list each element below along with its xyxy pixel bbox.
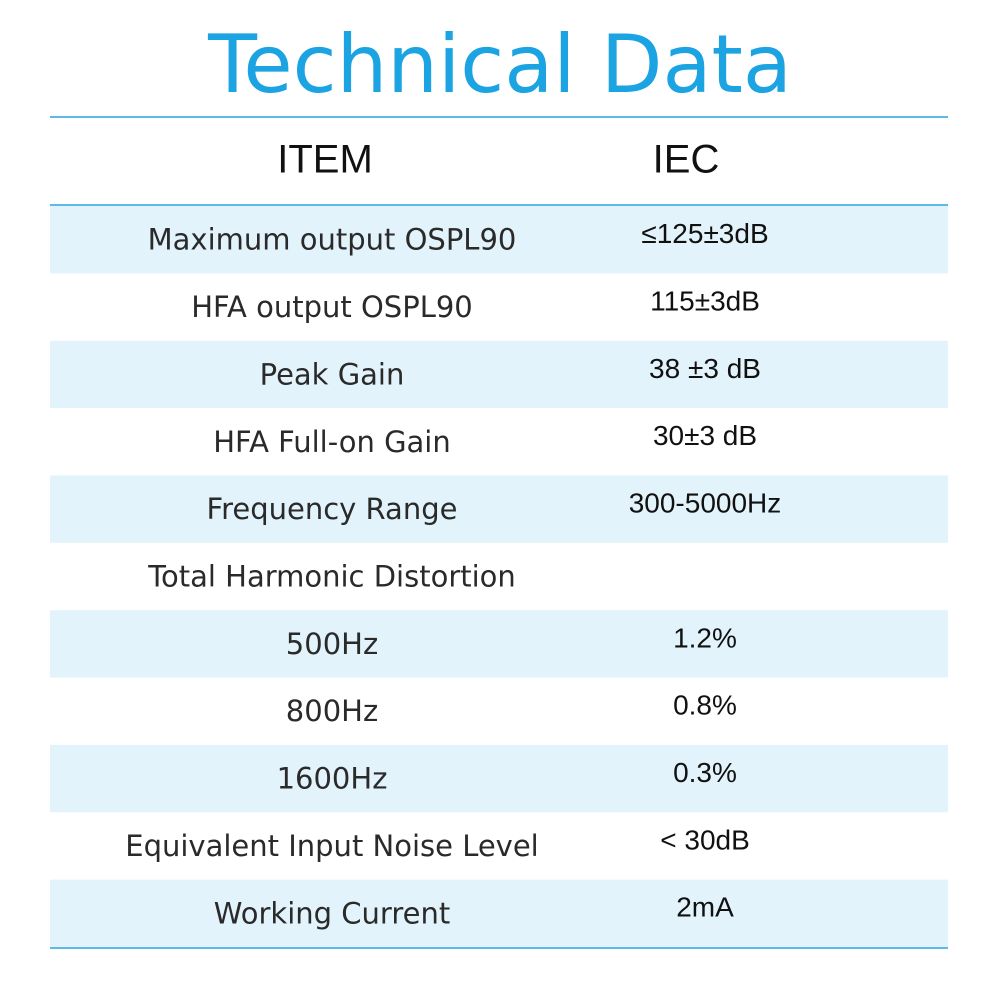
row-shade (50, 475, 948, 543)
header-cell: IEC (653, 138, 720, 182)
value-cell: 30±3 dB (653, 420, 757, 451)
item-cell: 1600Hz (277, 762, 388, 796)
item-cell: HFA Full-on Gain (213, 425, 451, 459)
value-cell: 38 ±3 dB (649, 353, 761, 384)
item-cell: Total Harmonic Distortion (147, 560, 516, 594)
item-cell: Frequency Range (207, 492, 458, 526)
item-cell: HFA output OSPL90 (191, 290, 473, 324)
value-cell: 115±3dB (650, 285, 760, 316)
value-cell: < 30dB (660, 824, 750, 855)
item-cell: Working Current (214, 896, 450, 930)
row-shade (50, 340, 948, 409)
value-cell: 1.2% (673, 622, 737, 653)
value-cell: 300-5000Hz (629, 488, 782, 519)
row-shade (50, 744, 948, 813)
row-shade (50, 610, 948, 678)
value-cell: 0.8% (673, 690, 737, 721)
row-shade (50, 206, 948, 274)
table-body: Maximum output OSPL90 ≤125±3dB HFA output … (50, 206, 948, 947)
value-cell: 0.3% (673, 757, 737, 788)
item-cell: Maximum output OSPL90 (148, 223, 517, 257)
row-shade (50, 879, 948, 947)
value-cell: 2mA (676, 892, 734, 923)
value-cell: ≤125±3dB (641, 218, 768, 249)
item-cell: 500Hz (286, 627, 378, 661)
item-cell: 800Hz (286, 694, 378, 728)
item-cell: Peak Gain (260, 357, 405, 391)
item-cell: Equivalent Input Noise Level (125, 829, 539, 863)
title: Technical Data (207, 18, 792, 111)
header-cell: ITEM (277, 138, 373, 182)
